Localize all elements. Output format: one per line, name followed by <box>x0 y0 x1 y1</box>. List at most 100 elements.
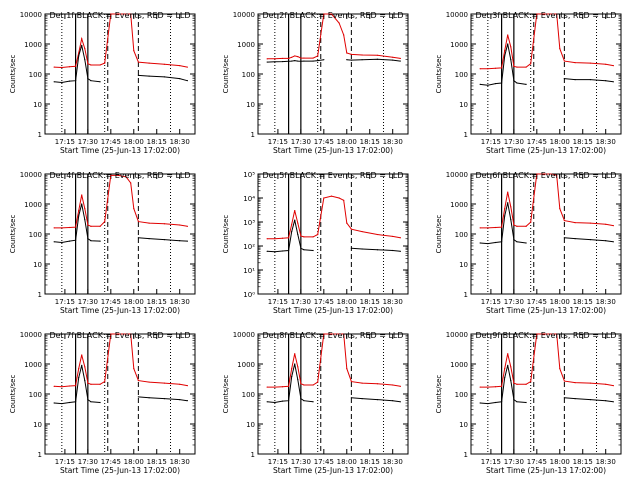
panel-title: Det 9f BLACK = Events, RED = LLD <box>475 331 616 340</box>
data-point <box>163 239 165 241</box>
x-tick-label: 18:00 <box>124 298 144 306</box>
data-point <box>81 354 83 356</box>
data-point <box>559 368 561 370</box>
data-point <box>536 333 538 335</box>
data-point <box>274 251 276 253</box>
data-point <box>317 381 319 383</box>
y-tick-label: 100 <box>242 71 255 79</box>
y-tick-label: 1 <box>251 131 255 139</box>
y-tick-label: 10 <box>459 101 468 109</box>
data-point <box>487 68 489 70</box>
x-tick-label: 18:00 <box>124 458 144 466</box>
x-tick-label: 17:45 <box>314 458 334 466</box>
x-tick-label: 17:45 <box>101 298 121 306</box>
y-tick-label: 1000 <box>237 41 255 49</box>
data-point <box>612 81 614 83</box>
data-point <box>75 65 77 67</box>
y-tick-label: 10000 <box>446 331 468 339</box>
data-point <box>513 399 515 401</box>
x-axis-label: Start Time (25-Jun-13 17:02:00) <box>60 466 180 475</box>
data-point <box>516 225 518 227</box>
series-line-red-lld <box>54 174 188 229</box>
data-point <box>504 215 506 217</box>
data-point <box>376 54 378 56</box>
data-point <box>90 80 92 82</box>
data-point <box>294 59 296 62</box>
x-tick-label: 17:45 <box>314 138 334 146</box>
data-point <box>361 398 363 400</box>
y-tick-label: 10⁵ <box>243 171 255 179</box>
y-tick-label: 10² <box>243 243 255 251</box>
data-point <box>274 401 276 404</box>
data-point <box>291 230 293 233</box>
data-point <box>536 13 538 15</box>
data-point <box>179 224 181 226</box>
data-point <box>513 80 515 82</box>
data-point <box>137 74 139 76</box>
data-point <box>525 401 527 404</box>
panel-2: 1 10 100 1000 10000 17:15 17:30 17:45 18:00 18:15… <box>222 11 409 155</box>
data-point <box>291 376 293 378</box>
data-point <box>543 333 546 335</box>
series-line-black-events <box>267 363 401 404</box>
data-point <box>288 400 290 402</box>
data-point <box>148 238 150 240</box>
data-point <box>117 13 120 15</box>
y-tick-label: 1 <box>251 451 255 459</box>
y-tick-label: 10 <box>246 421 255 429</box>
panel-title: Det 8f BLACK = Events, RED = LLD <box>262 331 403 340</box>
x-tick-label: 18:30 <box>383 458 403 466</box>
y-tick-label: 100 <box>29 71 42 79</box>
data-point <box>350 380 352 383</box>
y-tick-label: 10 <box>459 261 468 269</box>
plot-frame <box>44 333 196 455</box>
data-point <box>78 377 80 379</box>
x-tick-label: 17:30 <box>291 458 311 466</box>
data-point <box>487 402 489 405</box>
data-point <box>266 238 268 240</box>
data-point <box>516 82 518 84</box>
data-point <box>133 208 135 210</box>
data-point <box>479 68 481 70</box>
y-tick-label: 10 <box>246 101 255 109</box>
data-point <box>84 219 86 221</box>
x-tick-label: 17:45 <box>527 458 547 466</box>
data-point <box>288 237 290 239</box>
series-line-red-lld <box>480 13 614 70</box>
data-point <box>294 363 296 365</box>
data-point <box>84 48 86 50</box>
data-point <box>104 62 106 64</box>
x-tick-label: 17:15 <box>55 138 75 146</box>
data-point <box>563 397 565 399</box>
data-point <box>179 78 181 80</box>
data-point <box>303 57 305 59</box>
data-point <box>90 383 92 385</box>
data-point <box>510 59 512 61</box>
data-point <box>346 368 348 370</box>
data-point <box>350 397 352 399</box>
x-tick-label: 18:15 <box>360 458 380 466</box>
data-point <box>350 53 352 56</box>
x-tick-label: 18:30 <box>383 138 403 146</box>
data-point <box>525 383 527 385</box>
data-point <box>303 236 305 238</box>
data-point <box>274 58 276 60</box>
data-point <box>294 353 296 355</box>
x-tick-label: 17:30 <box>504 298 524 306</box>
panel-title: Det 4f BLACK = Events, RED = LLD <box>49 171 190 180</box>
plot-frame <box>470 333 622 455</box>
data-point <box>574 398 576 400</box>
data-point <box>612 385 614 387</box>
data-point <box>504 208 506 210</box>
data-point <box>300 60 302 62</box>
panel-title: Det 7f BLACK = Events, RED = LLD <box>49 331 190 340</box>
x-tick-label: 17:15 <box>481 458 501 466</box>
data-point <box>589 222 591 224</box>
data-point <box>274 238 276 240</box>
data-point <box>536 173 538 175</box>
x-axis-label: Start Time (25-Jun-13 17:02:00) <box>273 306 393 315</box>
data-point <box>297 233 299 236</box>
data-point <box>516 241 518 243</box>
data-point <box>148 381 150 383</box>
x-tick-label: 18:15 <box>573 298 593 306</box>
